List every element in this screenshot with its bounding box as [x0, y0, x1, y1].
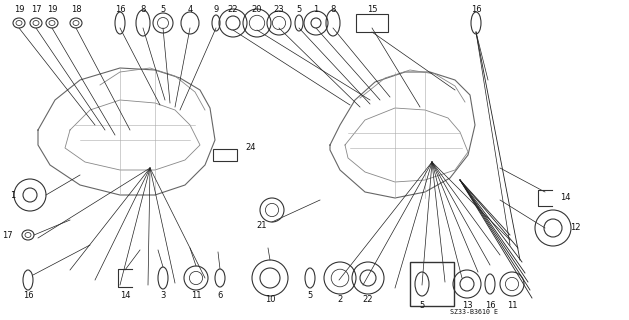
Text: 21: 21: [257, 220, 267, 229]
Text: 3: 3: [160, 292, 165, 300]
Text: 4: 4: [187, 4, 192, 13]
Text: 14: 14: [120, 292, 130, 300]
Text: 8: 8: [140, 4, 146, 13]
Text: 11: 11: [191, 292, 201, 300]
Text: 5: 5: [296, 4, 302, 13]
Text: 22: 22: [363, 295, 373, 305]
Text: 23: 23: [274, 4, 284, 13]
Text: 15: 15: [367, 4, 377, 13]
Text: 22: 22: [228, 4, 238, 13]
Text: 24: 24: [245, 143, 255, 153]
Text: 16: 16: [485, 301, 495, 310]
Text: 2: 2: [337, 295, 343, 305]
Text: 17: 17: [3, 230, 13, 239]
Bar: [213, 149, 237, 161]
Text: 18: 18: [70, 4, 81, 13]
Text: SZ33-B3610 E: SZ33-B3610 E: [450, 309, 498, 315]
Bar: [410, 262, 454, 306]
Text: 6: 6: [217, 292, 223, 300]
Text: 16: 16: [470, 4, 481, 13]
Text: 10: 10: [265, 295, 276, 305]
Text: 5: 5: [308, 292, 313, 300]
Text: 5: 5: [420, 301, 425, 310]
Bar: [356, 14, 388, 32]
Text: 12: 12: [570, 223, 581, 233]
Text: 8: 8: [330, 4, 336, 13]
Text: 20: 20: [252, 4, 262, 13]
Text: 19: 19: [14, 4, 25, 13]
Text: 16: 16: [23, 292, 33, 300]
Text: 16: 16: [114, 4, 125, 13]
Text: 13: 13: [462, 301, 472, 310]
Text: 19: 19: [47, 4, 57, 13]
Text: 17: 17: [31, 4, 42, 13]
Text: 1: 1: [10, 190, 15, 199]
Text: 14: 14: [560, 194, 571, 203]
Text: 1: 1: [313, 4, 319, 13]
Text: 5: 5: [160, 4, 165, 13]
Text: 11: 11: [507, 301, 517, 310]
Text: 9: 9: [213, 4, 219, 13]
